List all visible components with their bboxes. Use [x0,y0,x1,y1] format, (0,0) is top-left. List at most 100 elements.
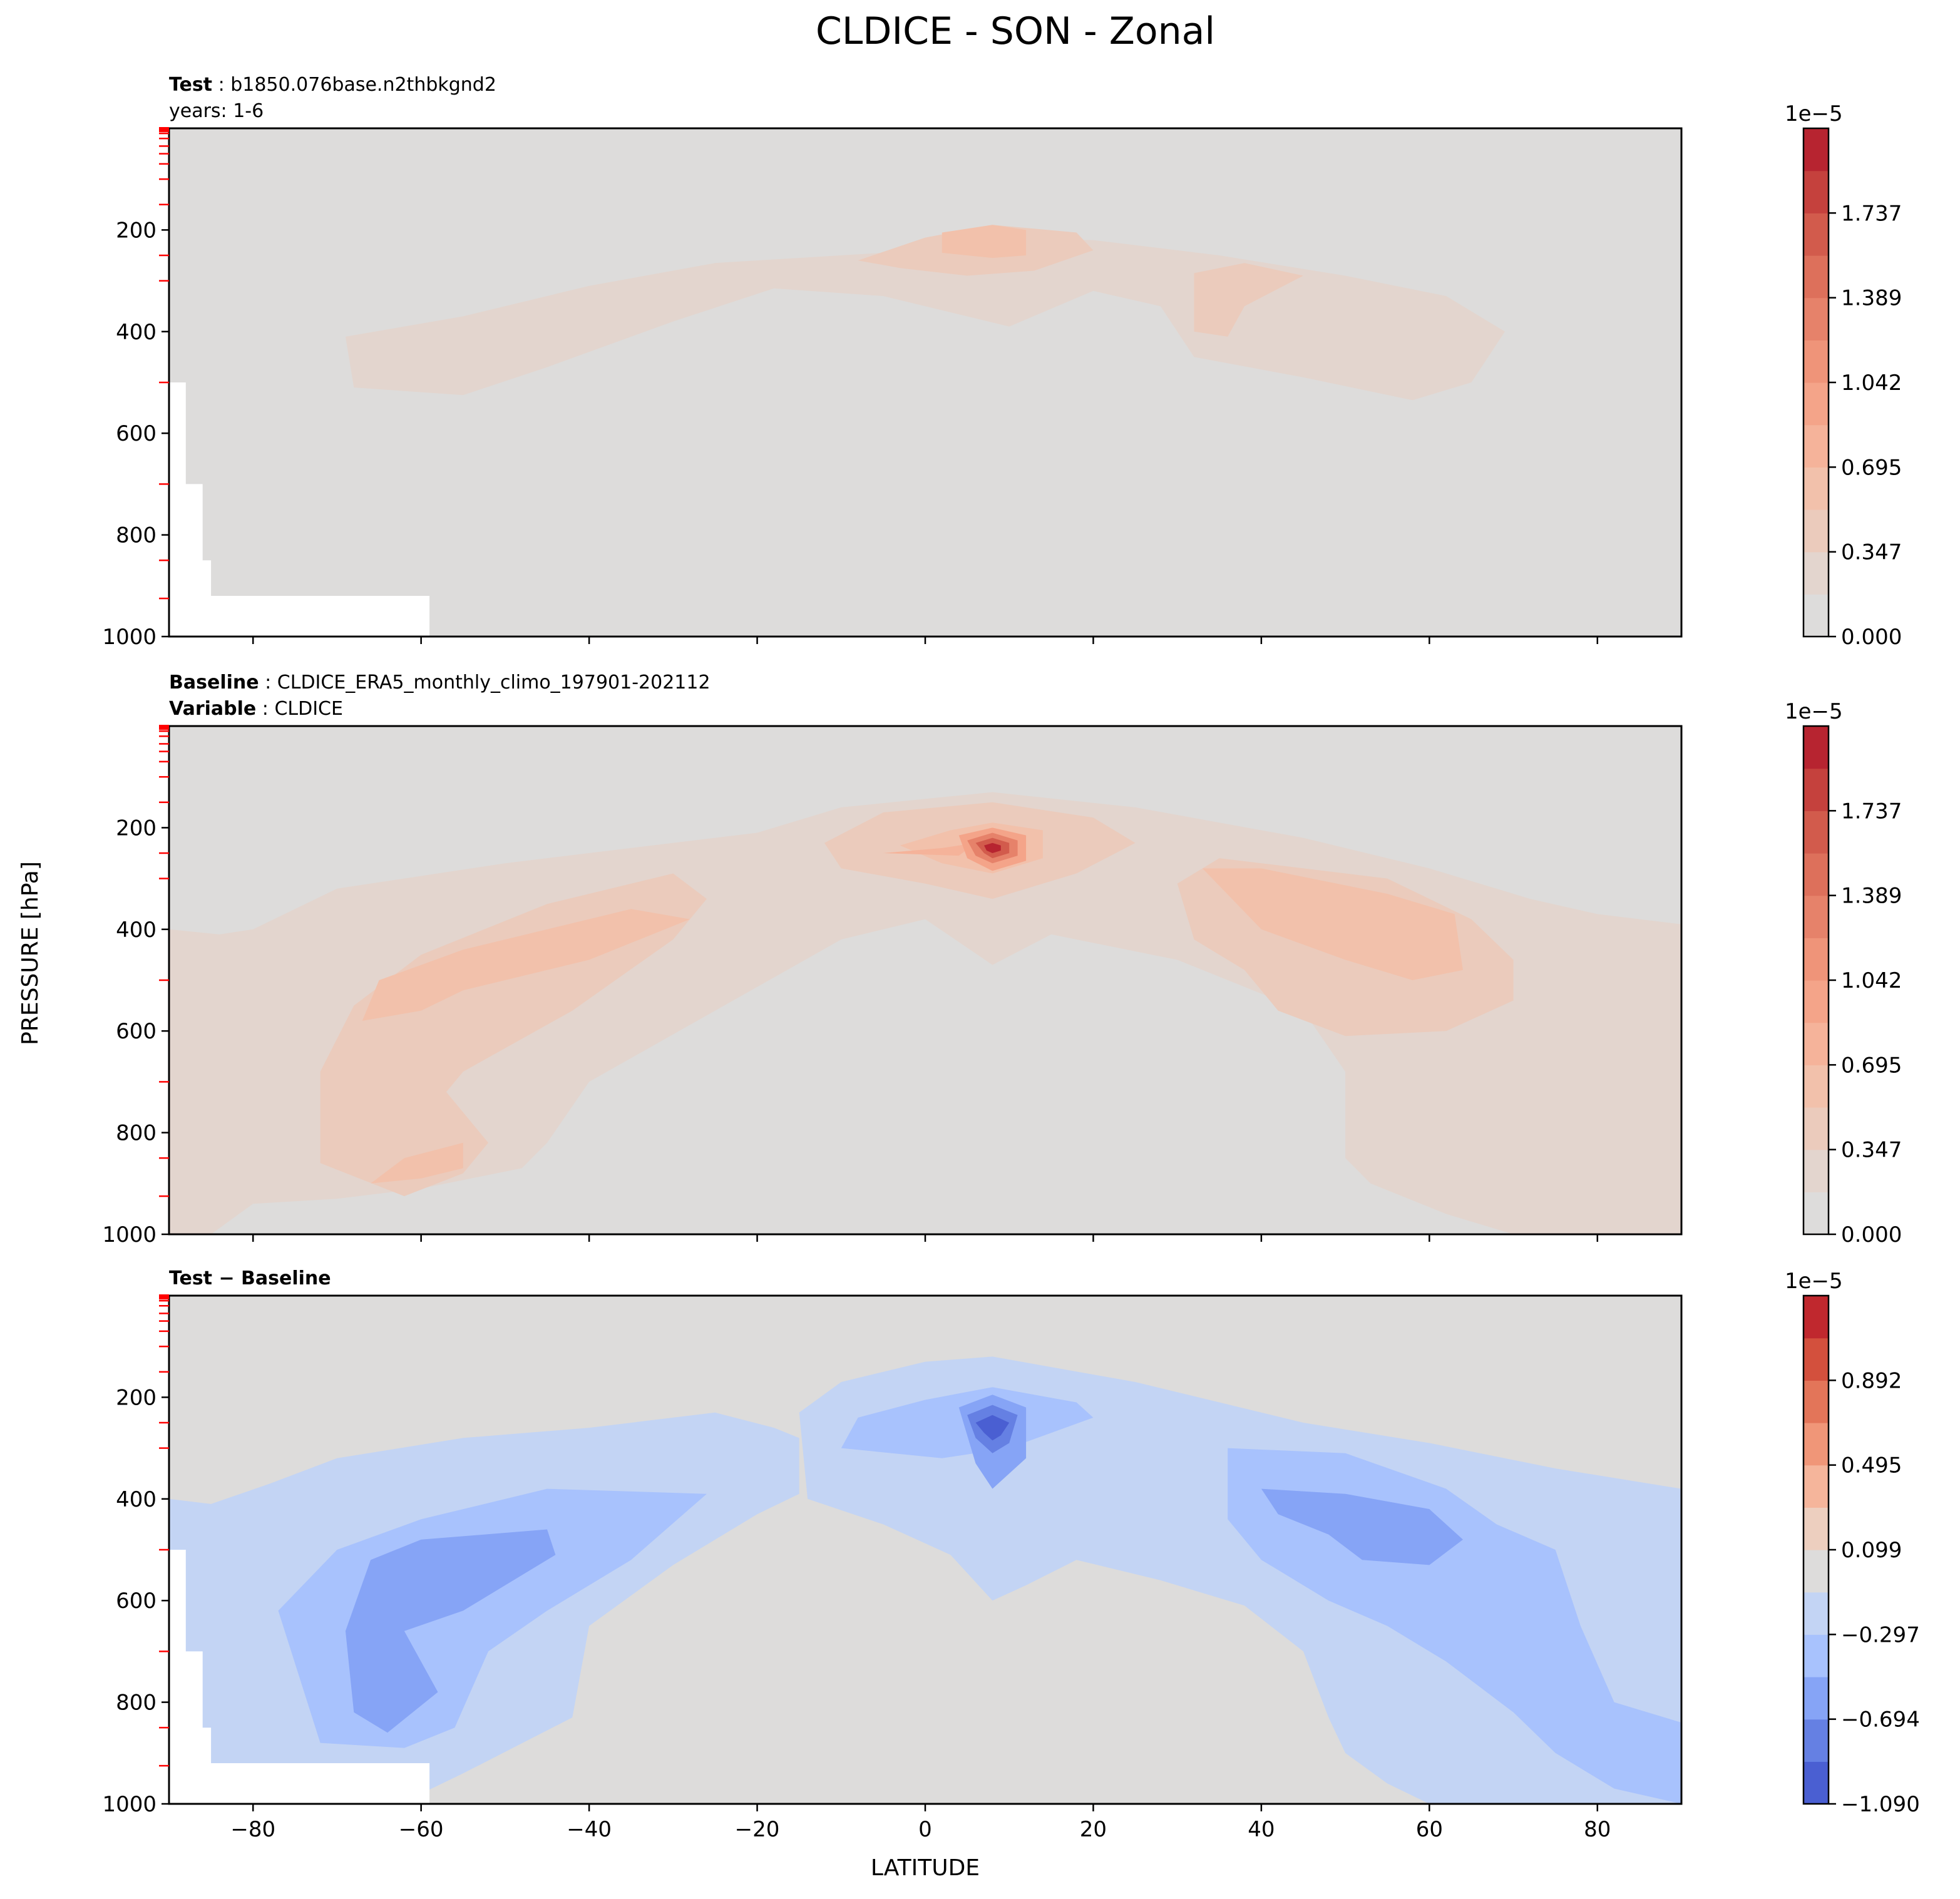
colorbar-segment [1804,1149,1829,1192]
model-level-marker [159,1294,169,1299]
contour-region [1261,1488,1463,1565]
x-tick-label: 20 [1080,1817,1107,1842]
contour-region [1202,868,1463,980]
colorbar-segment [1804,1550,1829,1593]
panel-header-line: Variable : CLDICE [169,698,343,720]
y-tick-label: 1000 [102,1792,156,1817]
colorbar-segment [1804,1719,1829,1762]
y-tick-label: 400 [116,320,156,345]
x-tick-label: 0 [918,1817,932,1842]
contour-region [975,1415,1010,1441]
colorbar-tick-label: −0.694 [1841,1707,1920,1733]
panel-test: Test : b1850.076base.n2thbkgnd2 years: 1-… [102,74,1902,650]
y-tick-label: 200 [116,816,156,841]
missing-data-mask [169,1550,430,1804]
colorbar-tick-label: 0.000 [1841,1222,1902,1247]
panel-header-key: Baseline [169,672,259,694]
colorbar-segment [1804,255,1829,299]
panel-header-value: b1850.076base.n2thbkgnd2 [230,74,496,96]
x-tick-label: 80 [1584,1817,1611,1842]
colorbar-exponent: 1e−5 [1785,101,1843,126]
colorbar-tick-label: 1.737 [1841,201,1902,226]
panel-header-separator: : [259,672,277,694]
colorbar-segment [1804,594,1829,637]
colorbar-segment [1804,1592,1829,1635]
x-tick-label: −80 [230,1817,275,1842]
colorbar-exponent: 1e−5 [1785,699,1843,724]
panel-header-line: Test : b1850.076base.n2thbkgnd2 [169,74,496,96]
x-tick-label: −20 [735,1817,780,1842]
panel-header-separator: : [256,698,274,720]
contour-region [345,1529,556,1733]
figure-title: CLDICE - SON - Zonal [816,9,1215,53]
colorbar-segment [1804,1065,1829,1108]
x-tick-label: −40 [567,1817,612,1842]
colorbar-segment [1804,1634,1829,1677]
colorbar-tick-label: 1.389 [1841,286,1902,311]
y-tick-label: 200 [116,1385,156,1410]
colorbar-segment [1804,1107,1829,1150]
contour-region [362,909,690,1021]
contour-region [320,873,707,1197]
panel-baseline: Baseline : CLDICE_ERA5_monthly_climo_197… [102,672,1902,1247]
colorbar-tick-label: 1.042 [1841,371,1902,396]
panel-header-value: CLDICE_ERA5_monthly_climo_197901-202112 [277,672,711,694]
x-tick-label: −60 [399,1817,444,1842]
y-tick-label: 1000 [102,625,156,650]
y-axis-label: PRESSURE [hPa] [18,861,43,1045]
contour-region [942,225,1027,258]
colorbar-tick-label: 0.099 [1841,1538,1902,1563]
x-tick-label: 60 [1416,1817,1443,1842]
y-tick-label: 600 [116,421,156,446]
missing-data-mask [169,382,430,637]
colorbar-segment [1804,297,1829,340]
colorbar-segment [1804,895,1829,938]
y-tick-label: 400 [116,918,156,943]
colorbar-segment [1804,128,1829,171]
y-tick-label: 800 [116,523,156,548]
colorbar-segment [1804,1507,1829,1550]
colorbar-tick-label: −1.090 [1841,1792,1920,1817]
colorbar-segment [1804,467,1829,510]
panel-header-line: Baseline : CLDICE_ERA5_monthly_climo_197… [169,672,711,694]
colorbar-segment [1804,726,1829,769]
colorbar-segment [1804,1761,1829,1804]
y-tick-label: 200 [116,218,156,243]
colorbar-segment [1804,1022,1829,1065]
contour-region [1194,263,1303,337]
colorbar-tick-label: −0.297 [1841,1622,1920,1647]
contour-field [169,1296,1681,1804]
colorbar-segment [1804,1192,1829,1235]
contour-region [883,842,976,856]
colorbar-segment [1804,1677,1829,1720]
y-tick-label: 800 [116,1121,156,1146]
y-tick-label: 800 [116,1691,156,1716]
model-level-marker [159,127,169,132]
colorbar-exponent: 1e−5 [1785,1269,1843,1294]
y-tick-label: 600 [116,1019,156,1044]
colorbar-segment [1804,1296,1829,1339]
colorbar-tick-label: 0.892 [1841,1368,1902,1393]
panel-header-value: years: 1-6 [169,100,264,122]
contour-field [169,726,1681,1234]
contour-field [169,128,1681,637]
colorbar-segment [1804,853,1829,896]
colorbar-tick-label: 0.347 [1841,540,1902,565]
colorbar-tick-label: 0.495 [1841,1453,1902,1478]
colorbar-segment [1804,1465,1829,1508]
colorbar: 1e−5 −1.090 −0.694 −0.297 0.099 0.495 0.892 [1785,1269,1920,1817]
colorbar-segment [1804,768,1829,811]
contour-region [371,1142,463,1184]
x-tick-label: 40 [1248,1817,1275,1842]
colorbar-segment [1804,1338,1829,1381]
model-level-marker [159,725,169,730]
colorbar-segment [1804,1380,1829,1423]
colorbar: 1e−5 0.000 0.347 0.695 1.042 1.389 1.737 [1785,101,1902,650]
colorbar-segment [1804,509,1829,553]
x-axis-label: LATITUDE [871,1855,980,1881]
panel-header-separator: : [212,74,230,96]
panel-header-key: Test − Baseline [169,1267,331,1289]
panel-header-line: Test − Baseline [169,1267,331,1289]
colorbar-segment [1804,424,1829,468]
